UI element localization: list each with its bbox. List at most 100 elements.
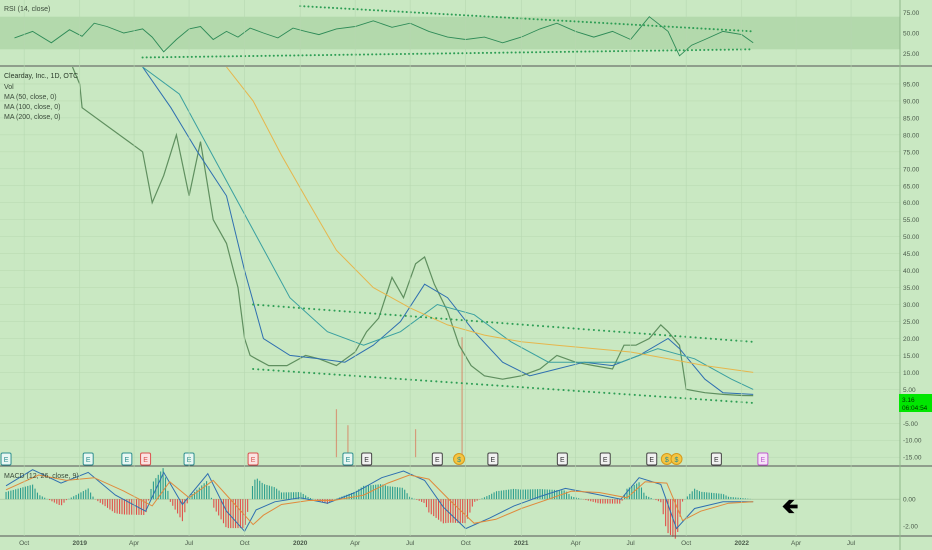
rsi-tick-label: 25.00 (903, 51, 920, 58)
time-tick-label: Jul (185, 540, 194, 547)
event-marker-label: E (714, 457, 719, 464)
price-tick-label: 35.00 (903, 285, 920, 292)
rsi-trendline (141, 48, 755, 59)
earnings-marker[interactable]: E (710, 452, 722, 466)
price-tick-label: -5.00 (903, 421, 918, 428)
macd-pane: 0.00 -2.00 (0, 468, 918, 539)
signal-line (5, 474, 754, 526)
price-tick-label: -15.00 (903, 455, 922, 462)
event-marker-label: E (603, 457, 608, 464)
ma100-line (142, 67, 754, 390)
earnings-marker-shape (247, 452, 259, 466)
earnings-marker-shape (556, 452, 568, 466)
earnings-marker-shape (361, 452, 373, 466)
event-marker-label: E (761, 457, 766, 464)
event-marker-label: E (346, 457, 351, 464)
event-marker-label: E (649, 457, 654, 464)
price-tick-label: 85.00 (903, 115, 920, 122)
price-tick-label: 80.00 (903, 132, 920, 139)
earnings-marker[interactable]: E (556, 452, 568, 466)
price-tick-label: 95.00 (903, 81, 920, 88)
price-line (71, 67, 754, 397)
rsi-trendline (299, 5, 755, 33)
dividend-marker-shape (453, 453, 466, 465)
earnings-marker-shape (140, 452, 152, 466)
price-tick-label: 15.00 (903, 353, 920, 360)
macd-line (5, 469, 754, 533)
price-title: Clearday, Inc., 1D, OTC (4, 73, 78, 80)
rsi-title: RSI (14, close) (4, 6, 50, 13)
rsi-pane: 75.00 50.00 25.00 (0, 5, 920, 59)
time-tick-label: Oct (681, 540, 691, 547)
time-tick-label: 2019 (72, 540, 87, 547)
dividend-marker[interactable]: $ (453, 453, 466, 465)
earnings-marker-shape (431, 452, 443, 466)
earnings-marker[interactable]: E (121, 452, 133, 466)
event-marker-label: $ (675, 457, 679, 464)
earnings-marker[interactable]: E (487, 452, 499, 466)
event-marker-label: E (125, 457, 130, 464)
price-tick-label: 20.00 (903, 336, 920, 343)
event-marker-label: E (560, 457, 565, 464)
earnings-marker-shape (710, 452, 722, 466)
time-tick-label: Apr (350, 540, 361, 547)
legend-vol: Vol (4, 84, 14, 91)
price-tick-label: 55.00 (903, 217, 920, 224)
time-tick-label: 2021 (514, 540, 529, 547)
earnings-marker-shape (646, 452, 658, 466)
price-tick-label: 70.00 (903, 166, 920, 173)
price-pane: 95.00 90.00 85.00 80.00 75.00 70.00 65.00 60.00… (0, 67, 922, 466)
price-tick-label: 10.00 (903, 370, 920, 377)
price-tick-label: 50.00 (903, 234, 920, 241)
event-marker-label: E (251, 457, 256, 464)
earnings-marker[interactable]: E (431, 452, 443, 466)
price-tick-label: 75.00 (903, 149, 920, 156)
time-tick-label: Jul (626, 540, 635, 547)
event-marker-label: E (435, 457, 440, 464)
macd-title: MACD (12, 26, close, 9) (4, 473, 79, 480)
macd-tick-label: -2.00 (903, 523, 918, 530)
earnings-marker-shape (342, 452, 354, 466)
price-trendline (252, 367, 755, 404)
legend-ma100: MA (100, close, 0) (4, 104, 60, 111)
earnings-marker-shape (82, 452, 94, 466)
last-price-badge (899, 394, 932, 412)
time-tick-label: Oct (240, 540, 250, 547)
earnings-marker[interactable]: E (757, 452, 769, 466)
event-marker-label: E (491, 457, 496, 464)
event-marker-label: E (143, 457, 148, 464)
earnings-marker[interactable]: E (361, 452, 373, 466)
earnings-marker-shape (757, 452, 769, 466)
price-tick-label: 25.00 (903, 319, 920, 326)
earnings-marker[interactable]: E (140, 452, 152, 466)
legend-ma50: MA (50, close, 0) (4, 94, 57, 101)
time-tick-label: 2022 (735, 540, 750, 547)
arrow-left-icon: 🡸 (782, 496, 798, 518)
event-marker-label: E (4, 457, 9, 464)
earnings-marker[interactable]: E (599, 452, 611, 466)
price-tick-label: 60.00 (903, 200, 920, 207)
time-tick-label: Jul (847, 540, 856, 547)
earnings-marker-shape (487, 452, 499, 466)
earnings-marker[interactable]: E (342, 452, 354, 466)
price-plot-area (0, 67, 900, 458)
earnings-marker[interactable]: E (82, 452, 94, 466)
legend-ma200: MA (200, close, 0) (4, 114, 60, 121)
time-tick-label: 2020 (293, 540, 308, 547)
time-tick-label: Apr (571, 540, 582, 547)
earnings-marker[interactable]: E (0, 452, 12, 466)
time-tick-label: Oct (461, 540, 471, 547)
dividend-marker[interactable]: $ (670, 453, 683, 465)
countdown-label: 06:04:54 (902, 405, 928, 412)
event-marker-label: $ (665, 457, 669, 464)
rsi-tick-label: 75.00 (903, 10, 920, 17)
price-tick-label: 40.00 (903, 268, 920, 275)
earnings-marker[interactable]: E (247, 452, 259, 466)
event-marker-label: $ (457, 457, 461, 464)
earnings-marker[interactable]: E (646, 452, 658, 466)
price-tick-label: 5.00 (903, 387, 916, 394)
earnings-marker-shape (599, 452, 611, 466)
price-tick-label: 30.00 (903, 302, 920, 309)
time-tick-label: Apr (129, 540, 140, 547)
